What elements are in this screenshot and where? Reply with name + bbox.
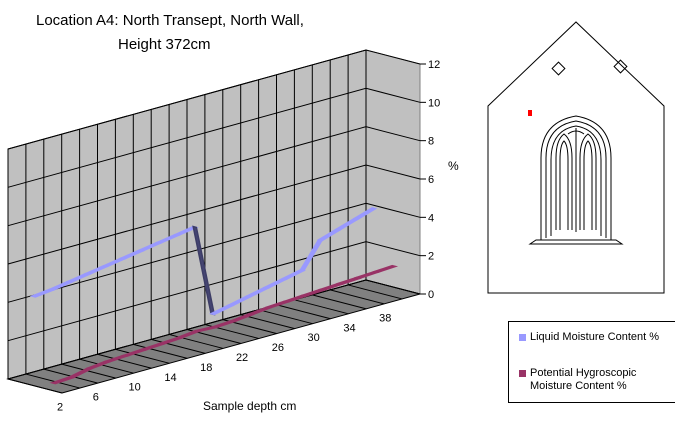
floor-gridline — [347, 284, 403, 300]
y-tick-label: 2 — [428, 251, 434, 263]
floor-gridline — [97, 353, 152, 369]
sample-location-marker — [528, 110, 532, 116]
floor-gridline — [61, 363, 116, 379]
legend-item-hygroscopic: Potential Hygroscopic Moisture Content % — [519, 367, 669, 393]
x-tick-label: 34 — [343, 322, 355, 334]
floor-gridline — [133, 343, 188, 359]
floor-gridline — [258, 309, 313, 325]
legend-swatch-liquid — [519, 334, 526, 341]
x-tick-label: 18 — [200, 362, 212, 374]
x-tick-label: 6 — [93, 392, 99, 404]
floor-gridline — [240, 314, 295, 330]
floor-gridline — [7, 378, 63, 394]
window-tracery — [528, 115, 624, 245]
floor-gridline — [276, 304, 331, 320]
legend-item-liquid: Liquid Moisture Content % — [519, 331, 659, 344]
floor-gridline — [79, 358, 134, 374]
series-1-line — [49, 264, 399, 385]
floor-gridline — [365, 279, 421, 295]
chart-walls — [6, 49, 422, 394]
chart-legend: Liquid Moisture Content % Potential Hygr… — [508, 321, 675, 403]
floor-gridline — [312, 294, 367, 310]
y-tick-label: 8 — [428, 136, 434, 148]
chart-gridlines — [7, 49, 421, 394]
x-tick-label: 30 — [308, 332, 320, 344]
transept-wall-elevation-drawing — [487, 21, 665, 294]
x-axis-label: Sample depth cm — [203, 399, 296, 413]
y-axis-label: % — [448, 159, 459, 173]
x-tick-label: 26 — [272, 342, 284, 354]
y-tick-label: 4 — [428, 212, 434, 224]
y-tick-label: 6 — [428, 174, 434, 186]
series-0-line — [29, 206, 378, 316]
y-axis-ticks: 0 2 4 6 8 10 12 — [420, 59, 440, 301]
chart-series — [29, 206, 399, 385]
x-tick-label: 14 — [164, 372, 176, 384]
x-tick-label: 38 — [379, 312, 391, 324]
floor-gridline — [294, 299, 349, 315]
series-1-segment — [371, 264, 399, 274]
y-tick-label: 0 — [428, 289, 434, 301]
floor-gridline — [115, 348, 170, 364]
floor-gridline — [25, 373, 81, 389]
wall-marker-right — [613, 59, 628, 74]
legend-label-liquid: Liquid Moisture Content % — [530, 331, 660, 343]
floor-gridline — [330, 289, 385, 305]
y-tick-label: 12 — [428, 59, 440, 71]
y-tick-label: 10 — [428, 97, 440, 109]
x-tick-label: 10 — [129, 382, 141, 394]
chart-title-line-1: Location A4: North Transept, North Wall, — [36, 12, 304, 29]
series-0-segment — [352, 206, 378, 221]
chart-title-line-2: Height 372cm — [118, 36, 211, 53]
x-tick-label: 22 — [236, 352, 248, 364]
wall-outline — [487, 21, 665, 294]
legend-swatch-hygroscopic — [519, 370, 526, 377]
x-tick-label: 2 — [57, 402, 63, 414]
legend-label-hygroscopic: Potential Hygroscopic Moisture Content % — [530, 367, 637, 392]
floor-gridline — [151, 338, 206, 354]
wall-marker-left — [551, 61, 566, 76]
